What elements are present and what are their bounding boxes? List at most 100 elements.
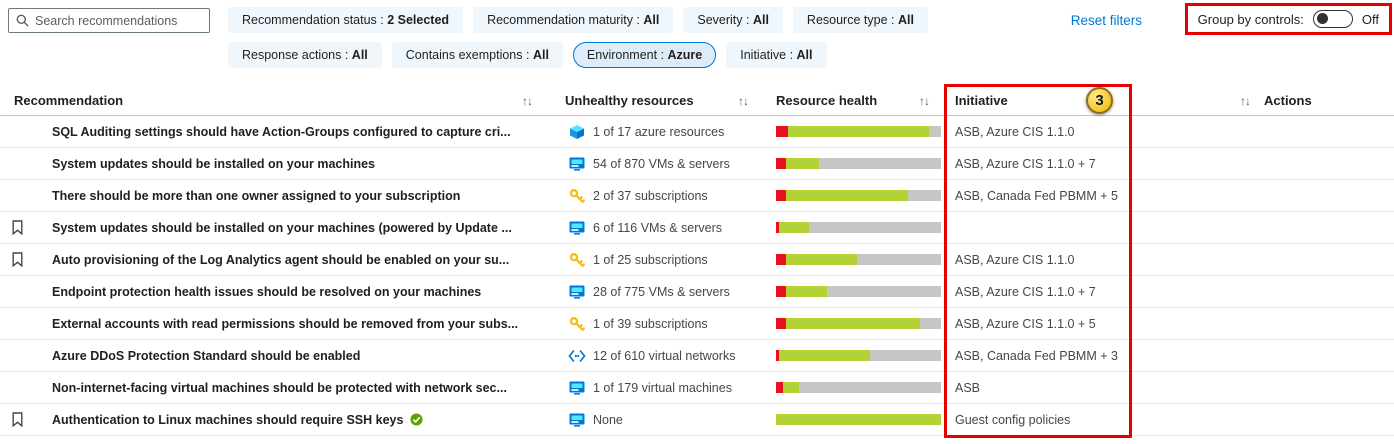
health-bar-healthy-segment xyxy=(776,414,941,425)
unhealthy-count: 1 of 17 azure resources xyxy=(593,124,725,139)
group-by-controls-annotation-box: Group by controls: Off xyxy=(1184,3,1392,35)
virtual-network-icon xyxy=(568,348,586,364)
table-row[interactable]: SQL Auditing settings should have Action… xyxy=(0,116,1394,148)
key-icon xyxy=(568,316,586,332)
filter-pill-response-actions[interactable]: Response actions : All xyxy=(228,42,382,68)
filter-pill-initiative[interactable]: Initiative : All xyxy=(726,42,827,68)
health-bar-healthy-segment xyxy=(785,254,857,265)
vm-icon xyxy=(568,156,586,172)
table-body: SQL Auditing settings should have Action… xyxy=(0,116,1394,436)
resource-health-bar xyxy=(776,190,941,201)
table-row[interactable]: Auto provisioning of the Log Analytics a… xyxy=(0,244,1394,276)
group-by-controls-toggle[interactable] xyxy=(1312,10,1353,28)
search-input[interactable] xyxy=(35,13,202,28)
sort-icon-unhealthy-resources[interactable] xyxy=(738,94,748,108)
filter-value: All xyxy=(897,13,914,27)
group-by-controls-state: Off xyxy=(1361,11,1379,27)
health-bar-unhealthy-segment xyxy=(776,382,783,393)
sql-resource-icon xyxy=(568,124,586,140)
unhealthy-count: 28 of 775 VMs & servers xyxy=(593,284,730,299)
filter-pill-severity[interactable]: Severity : All xyxy=(683,7,783,33)
health-bar-unhealthy-segment xyxy=(776,350,780,361)
col-recommendation[interactable]: Recommendation xyxy=(14,93,124,108)
recommendation-link[interactable]: System updates should be installed on yo… xyxy=(52,220,512,235)
recommendation-link[interactable]: SQL Auditing settings should have Action… xyxy=(52,124,511,139)
recommendation-link[interactable]: Endpoint protection health issues should… xyxy=(52,284,482,299)
recommendation-link[interactable]: Non-internet-facing virtual machines sho… xyxy=(52,380,507,395)
recommendations-table: Recommendation Unhealthy resources Resou… xyxy=(0,84,1394,438)
recommendation-link[interactable]: Auto provisioning of the Log Analytics a… xyxy=(52,252,510,267)
table-row[interactable]: Azure DDoS Protection Standard should be… xyxy=(0,340,1394,372)
initiative-text: ASB, Canada Fed PBMM + 5 xyxy=(955,188,1118,203)
unhealthy-count: 1 of 25 subscriptions xyxy=(593,252,708,267)
group-by-controls-label: Group by controls: xyxy=(1197,11,1304,27)
health-bar-healthy-segment xyxy=(785,158,819,169)
initiative-text: ASB xyxy=(955,380,981,395)
annotation-step-badge: 3 xyxy=(1086,87,1113,114)
filter-label: Recommendation maturity : xyxy=(487,13,644,27)
unhealthy-count: 1 of 179 virtual machines xyxy=(593,380,732,395)
bookmark-icon xyxy=(12,380,23,395)
resource-health-bar xyxy=(776,350,941,361)
search-box[interactable] xyxy=(8,8,210,33)
health-bar-unhealthy-segment xyxy=(776,126,788,137)
resource-health-bar xyxy=(776,414,941,425)
filter-value: 2 Selected xyxy=(387,13,450,27)
healthy-check-icon xyxy=(410,413,423,426)
recommendation-link[interactable]: There should be more than one owner assi… xyxy=(52,188,461,203)
health-bar-unhealthy-segment xyxy=(776,254,786,265)
col-initiative[interactable]: Initiative xyxy=(955,93,1008,108)
table-row[interactable]: There should be more than one owner assi… xyxy=(0,180,1394,212)
table-row[interactable]: Non-internet-facing virtual machines sho… xyxy=(0,372,1394,404)
col-unhealthy-resources[interactable]: Unhealthy resources xyxy=(565,93,694,108)
bookmark-icon xyxy=(12,124,23,139)
resource-health-bar xyxy=(776,286,941,297)
filter-label: Contains exemptions : xyxy=(405,48,533,62)
filter-value: All xyxy=(351,48,368,62)
resource-health-bar xyxy=(776,382,941,393)
bookmark-icon xyxy=(12,284,23,299)
recommendation-link[interactable]: System updates should be installed on yo… xyxy=(52,156,375,171)
filter-label: Resource type : xyxy=(806,13,898,27)
health-bar-healthy-segment xyxy=(787,126,930,137)
table-row[interactable]: Endpoint protection health issues should… xyxy=(0,276,1394,308)
table-row[interactable]: External accounts with read permissions … xyxy=(0,308,1394,340)
filter-pill-resource-type[interactable]: Resource type : All xyxy=(792,7,928,33)
table-row[interactable]: System updates should be installed on yo… xyxy=(0,148,1394,180)
recommendation-link[interactable]: External accounts with read permissions … xyxy=(52,316,519,331)
health-bar-healthy-segment xyxy=(785,318,920,329)
filter-label: Initiative : xyxy=(740,48,797,62)
search-icon xyxy=(16,14,29,27)
initiative-text: ASB, Azure CIS 1.1.0 + 5 xyxy=(955,316,1096,331)
health-bar-healthy-segment xyxy=(779,222,809,233)
reset-filters-link[interactable]: Reset filters xyxy=(1070,13,1142,28)
unhealthy-count: 6 of 116 VMs & servers xyxy=(593,220,722,235)
filter-pill-contains-exemptions[interactable]: Contains exemptions : All xyxy=(391,42,563,68)
table-header: Recommendation Unhealthy resources Resou… xyxy=(0,86,1394,116)
filter-pill-recommendation-maturity[interactable]: Recommendation maturity : All xyxy=(473,7,674,33)
unhealthy-count: 54 of 870 VMs & servers xyxy=(593,156,730,171)
filter-toolbar: Recommendation status : 2 Selected Recomm… xyxy=(0,0,1394,80)
col-resource-health[interactable]: Resource health xyxy=(776,93,878,108)
table-row[interactable]: Authentication to Linux machines should … xyxy=(0,404,1394,436)
toggle-knob xyxy=(1316,13,1328,24)
health-bar-unhealthy-segment xyxy=(776,158,786,169)
filter-value: All xyxy=(752,13,769,27)
filter-pill-environment[interactable]: Environment : Azure xyxy=(572,42,717,68)
initiative-text: ASB, Canada Fed PBMM + 3 xyxy=(955,348,1118,363)
bookmark-icon xyxy=(12,412,23,427)
recommendation-link[interactable]: Azure DDoS Protection Standard should be… xyxy=(52,348,361,363)
filter-pill-recommendation-status[interactable]: Recommendation status : 2 Selected xyxy=(228,7,464,33)
unhealthy-count: 12 of 610 virtual networks xyxy=(593,348,736,363)
recommendation-link[interactable]: Authentication to Linux machines should … xyxy=(52,412,404,427)
sort-icon-initiative[interactable] xyxy=(1240,94,1250,108)
table-row[interactable]: System updates should be installed on yo… xyxy=(0,212,1394,244)
initiative-text: ASB, Azure CIS 1.1.0 + 7 xyxy=(955,284,1096,299)
initiative-text: ASB, Azure CIS 1.1.0 xyxy=(955,124,1075,139)
resource-health-bar xyxy=(776,222,941,233)
health-bar-healthy-segment xyxy=(785,190,908,201)
sort-icon-recommendation[interactable] xyxy=(522,94,532,108)
sort-icon-resource-health[interactable] xyxy=(919,94,929,108)
bookmark-icon xyxy=(12,188,23,203)
bookmark-icon xyxy=(12,156,23,171)
